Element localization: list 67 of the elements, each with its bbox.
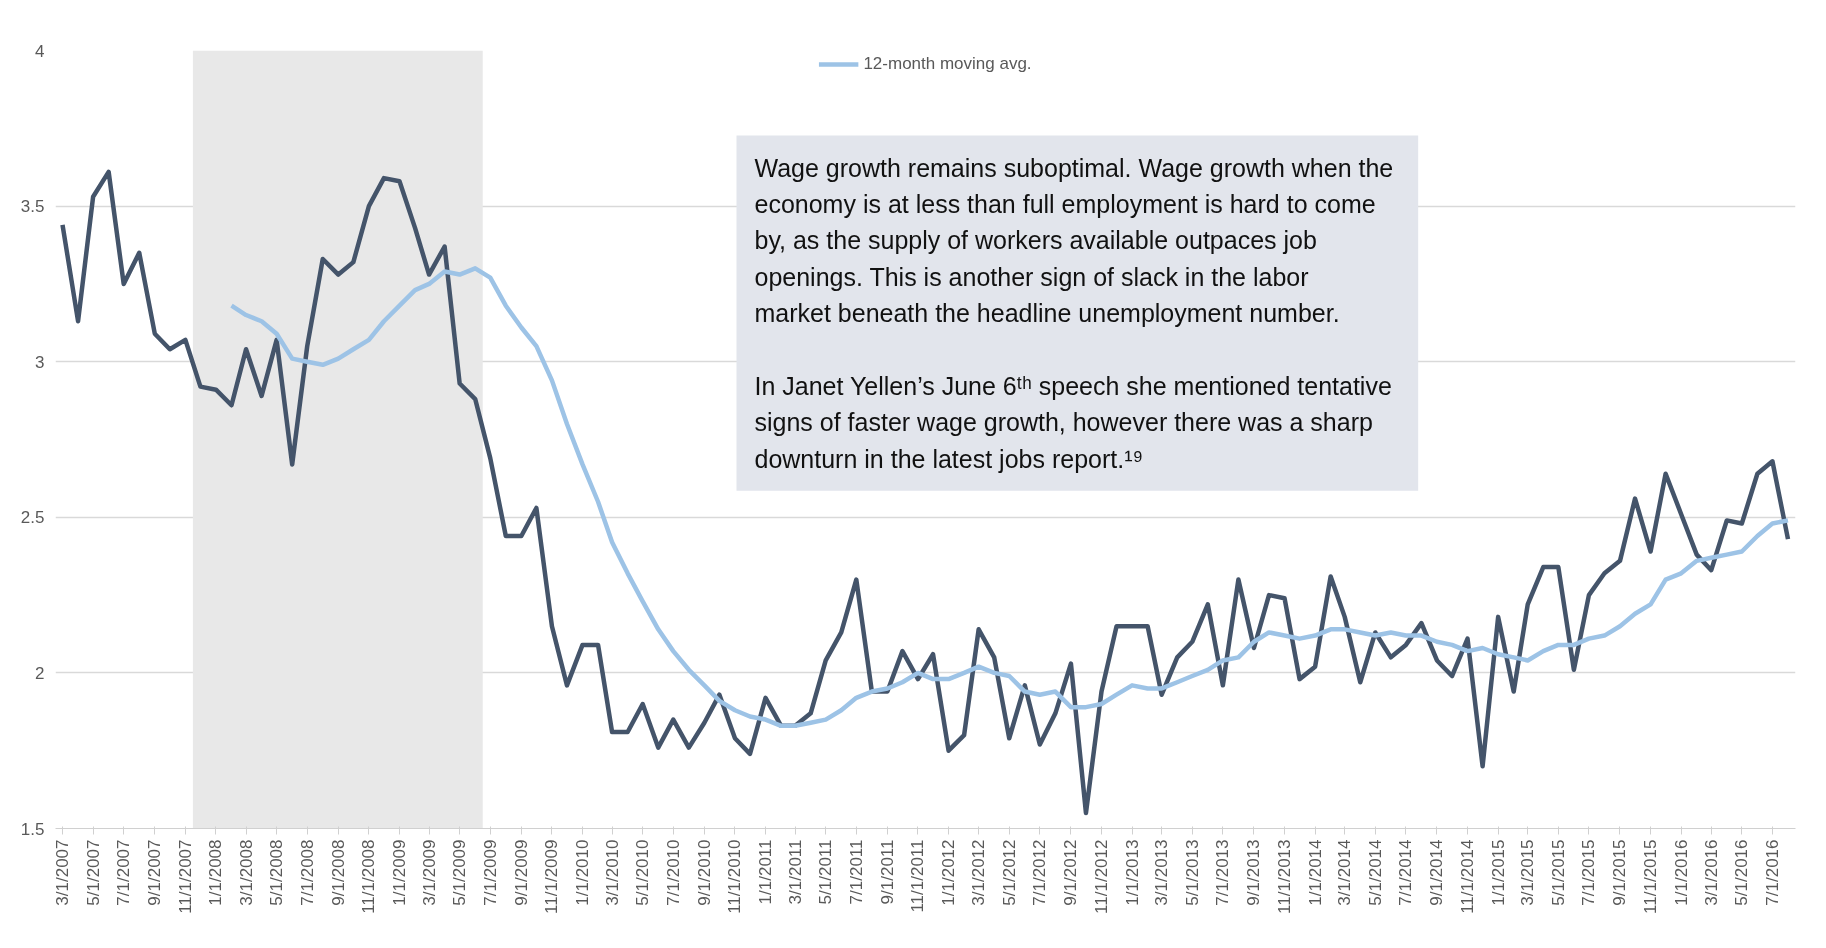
y-tick-label: 1.5 [20,819,45,839]
x-tick-label: 7/1/2012 [1030,839,1050,906]
x-tick-label: 9/1/2015 [1610,839,1630,906]
x-tick-label: 5/1/2010 [633,839,653,906]
x-tick-label: 9/1/2009 [511,839,531,906]
x-tick-label: 9/1/2008 [328,839,348,906]
x-tick-label: 3/1/2010 [602,839,622,906]
x-tick-label: 3/1/2008 [236,839,256,906]
x-tick-label: 7/1/2007 [114,839,134,906]
x-tick-label: 5/1/2011 [816,839,836,905]
x-tick-label: 5/1/2014 [1365,839,1385,906]
x-tick-label: 9/1/2013 [1244,839,1264,906]
x-tick-label: 1/1/2011 [756,839,776,905]
x-tick-label: 11/1/2014 [1458,839,1478,914]
x-tick-label: 11/1/2015 [1641,839,1661,914]
x-tick-label: 1/1/2012 [939,839,959,906]
x-tick-label: 3/1/2015 [1518,839,1538,906]
x-tick-label: 3/1/2007 [53,839,73,906]
x-tick-label: 7/1/2015 [1579,839,1599,906]
x-tick-label: 9/1/2010 [694,839,714,906]
x-tick-label: 3/1/2009 [419,839,439,906]
x-tick-label: 7/1/2011 [846,839,866,905]
x-tick-label: 9/1/2012 [1061,839,1081,906]
y-tick-label: 2 [35,663,45,683]
y-tick-label: 3.5 [20,197,45,217]
x-tick-label: 5/1/2015 [1548,839,1568,906]
x-tick-label: 11/1/2010 [725,839,745,914]
x-tick-label: 9/1/2014 [1427,839,1447,906]
x-tick-label: 7/1/2008 [297,839,317,906]
x-tick-label: 5/1/2008 [267,839,287,906]
x-tick-label: 7/1/2016 [1762,839,1782,906]
x-tick-label: 3/1/2012 [969,839,989,906]
x-tick-label: 1/1/2009 [389,839,409,906]
y-tick-label: 3 [35,352,45,372]
x-tick-label: 7/1/2013 [1213,839,1233,906]
legend-label: 12-month moving avg. [863,54,1032,74]
x-tick-label: 11/1/2008 [359,839,379,914]
x-tick-label: 5/1/2007 [83,839,103,906]
x-tick-label: 7/1/2014 [1396,839,1416,906]
x-tick-label: 9/1/2007 [145,839,165,906]
x-tick-label: 1/1/2013 [1122,839,1142,906]
x-tick-label: 7/1/2009 [480,839,500,906]
y-tick-label: 2.5 [20,508,45,528]
x-tick-label: 3/1/2014 [1335,839,1355,906]
x-tick-label: 1/1/2015 [1488,839,1508,906]
x-tick-label: 1/1/2016 [1671,839,1691,906]
x-tick-label: 11/1/2009 [542,839,562,914]
x-tick-label: 11/1/2007 [175,839,195,914]
annotation: In Janet Yellen’s June 6ᵗʰ speech she mentioned tentative signs of faster wage growth, however there was a sharp downturn in the latest jobs report.¹⁹ [754,371,1392,473]
y-tick-label: 4 [35,41,45,61]
line-series [229,266,1791,729]
x-tick-label: 5/1/2013 [1182,839,1202,906]
x-tick-label: 1/1/2008 [206,839,226,906]
x-tick-label: 7/1/2010 [663,839,683,906]
x-tick-label: 9/1/2011 [877,839,897,905]
x-tick-label: 11/1/2012 [1092,839,1112,914]
x-tick-label: 1/1/2010 [573,839,593,906]
annotation: Wage growth remains suboptimal. Wage growth when the economy is at less than full employment is hard to come by, as the supply of workers available outpaces job openings. This is another sign of slack in the labor market beneath the headline unemployment number. [754,153,1394,328]
x-tick-label: 1/1/2014 [1305,839,1325,906]
x-tick-label: 11/1/2011 [908,839,928,913]
x-tick-label: 3/1/2016 [1701,839,1721,906]
x-tick-label: 5/1/2012 [999,839,1019,906]
x-tick-label: 5/1/2009 [450,839,470,906]
x-tick-label: 5/1/2016 [1732,839,1752,906]
x-tick-label: 3/1/2011 [785,839,805,905]
x-tick-label: 11/1/2013 [1275,839,1295,914]
x-tick-label: 3/1/2013 [1152,839,1172,906]
